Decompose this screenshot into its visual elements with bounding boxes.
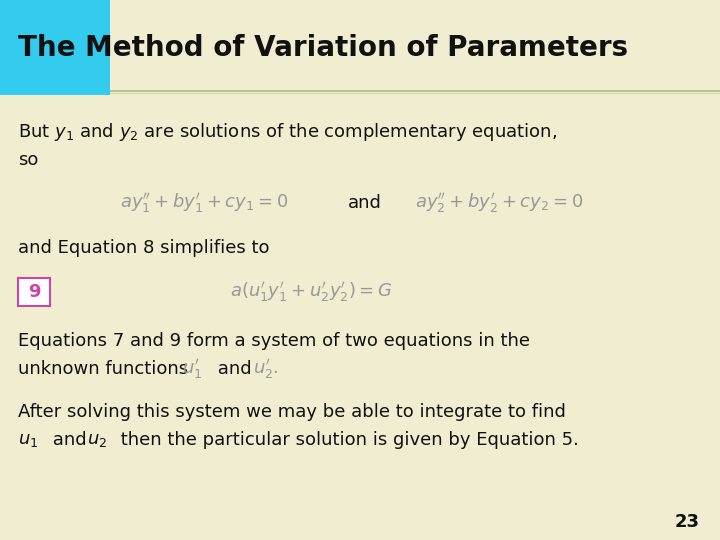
Text: and: and: [348, 194, 382, 212]
Text: $a(u_1'y_1' + u_2'y_2') = G$: $a(u_1'y_1' + u_2'y_2') = G$: [230, 280, 392, 304]
Text: $ay_1'' + by_1' + cy_1 = 0$: $ay_1'' + by_1' + cy_1 = 0$: [120, 191, 288, 215]
Text: But $y_1$ and $y_2$ are solutions of the complementary equation,: But $y_1$ and $y_2$ are solutions of the…: [18, 121, 557, 143]
Text: $u_1$: $u_1$: [18, 431, 38, 449]
Text: and: and: [47, 431, 92, 449]
Text: 9: 9: [28, 283, 40, 301]
Bar: [0, 0, 110, 95]
Bar: [0, 0, 720, 95]
Text: $ay_2'' + by_2' + cy_2 = 0$: $ay_2'' + by_2' + cy_2 = 0$: [415, 191, 583, 215]
Text: and Equation 8 simplifies to: and Equation 8 simplifies to: [18, 239, 269, 257]
Text: unknown functions: unknown functions: [18, 360, 194, 378]
Text: Equations 7 and 9 form a system of two equations in the: Equations 7 and 9 form a system of two e…: [18, 332, 530, 350]
Text: The Method of Variation of Parameters: The Method of Variation of Parameters: [18, 33, 628, 62]
Text: After solving this system we may be able to integrate to find: After solving this system we may be able…: [18, 403, 566, 421]
Text: then the particular solution is given by Equation 5.: then the particular solution is given by…: [115, 431, 579, 449]
Text: $u_2'.$: $u_2'.$: [253, 357, 279, 381]
Text: 23: 23: [675, 513, 700, 531]
Text: so: so: [18, 151, 38, 169]
Text: $u_1'$: $u_1'$: [182, 357, 202, 381]
Text: and: and: [212, 360, 257, 378]
FancyBboxPatch shape: [18, 278, 50, 306]
Text: $u_2$: $u_2$: [87, 431, 107, 449]
